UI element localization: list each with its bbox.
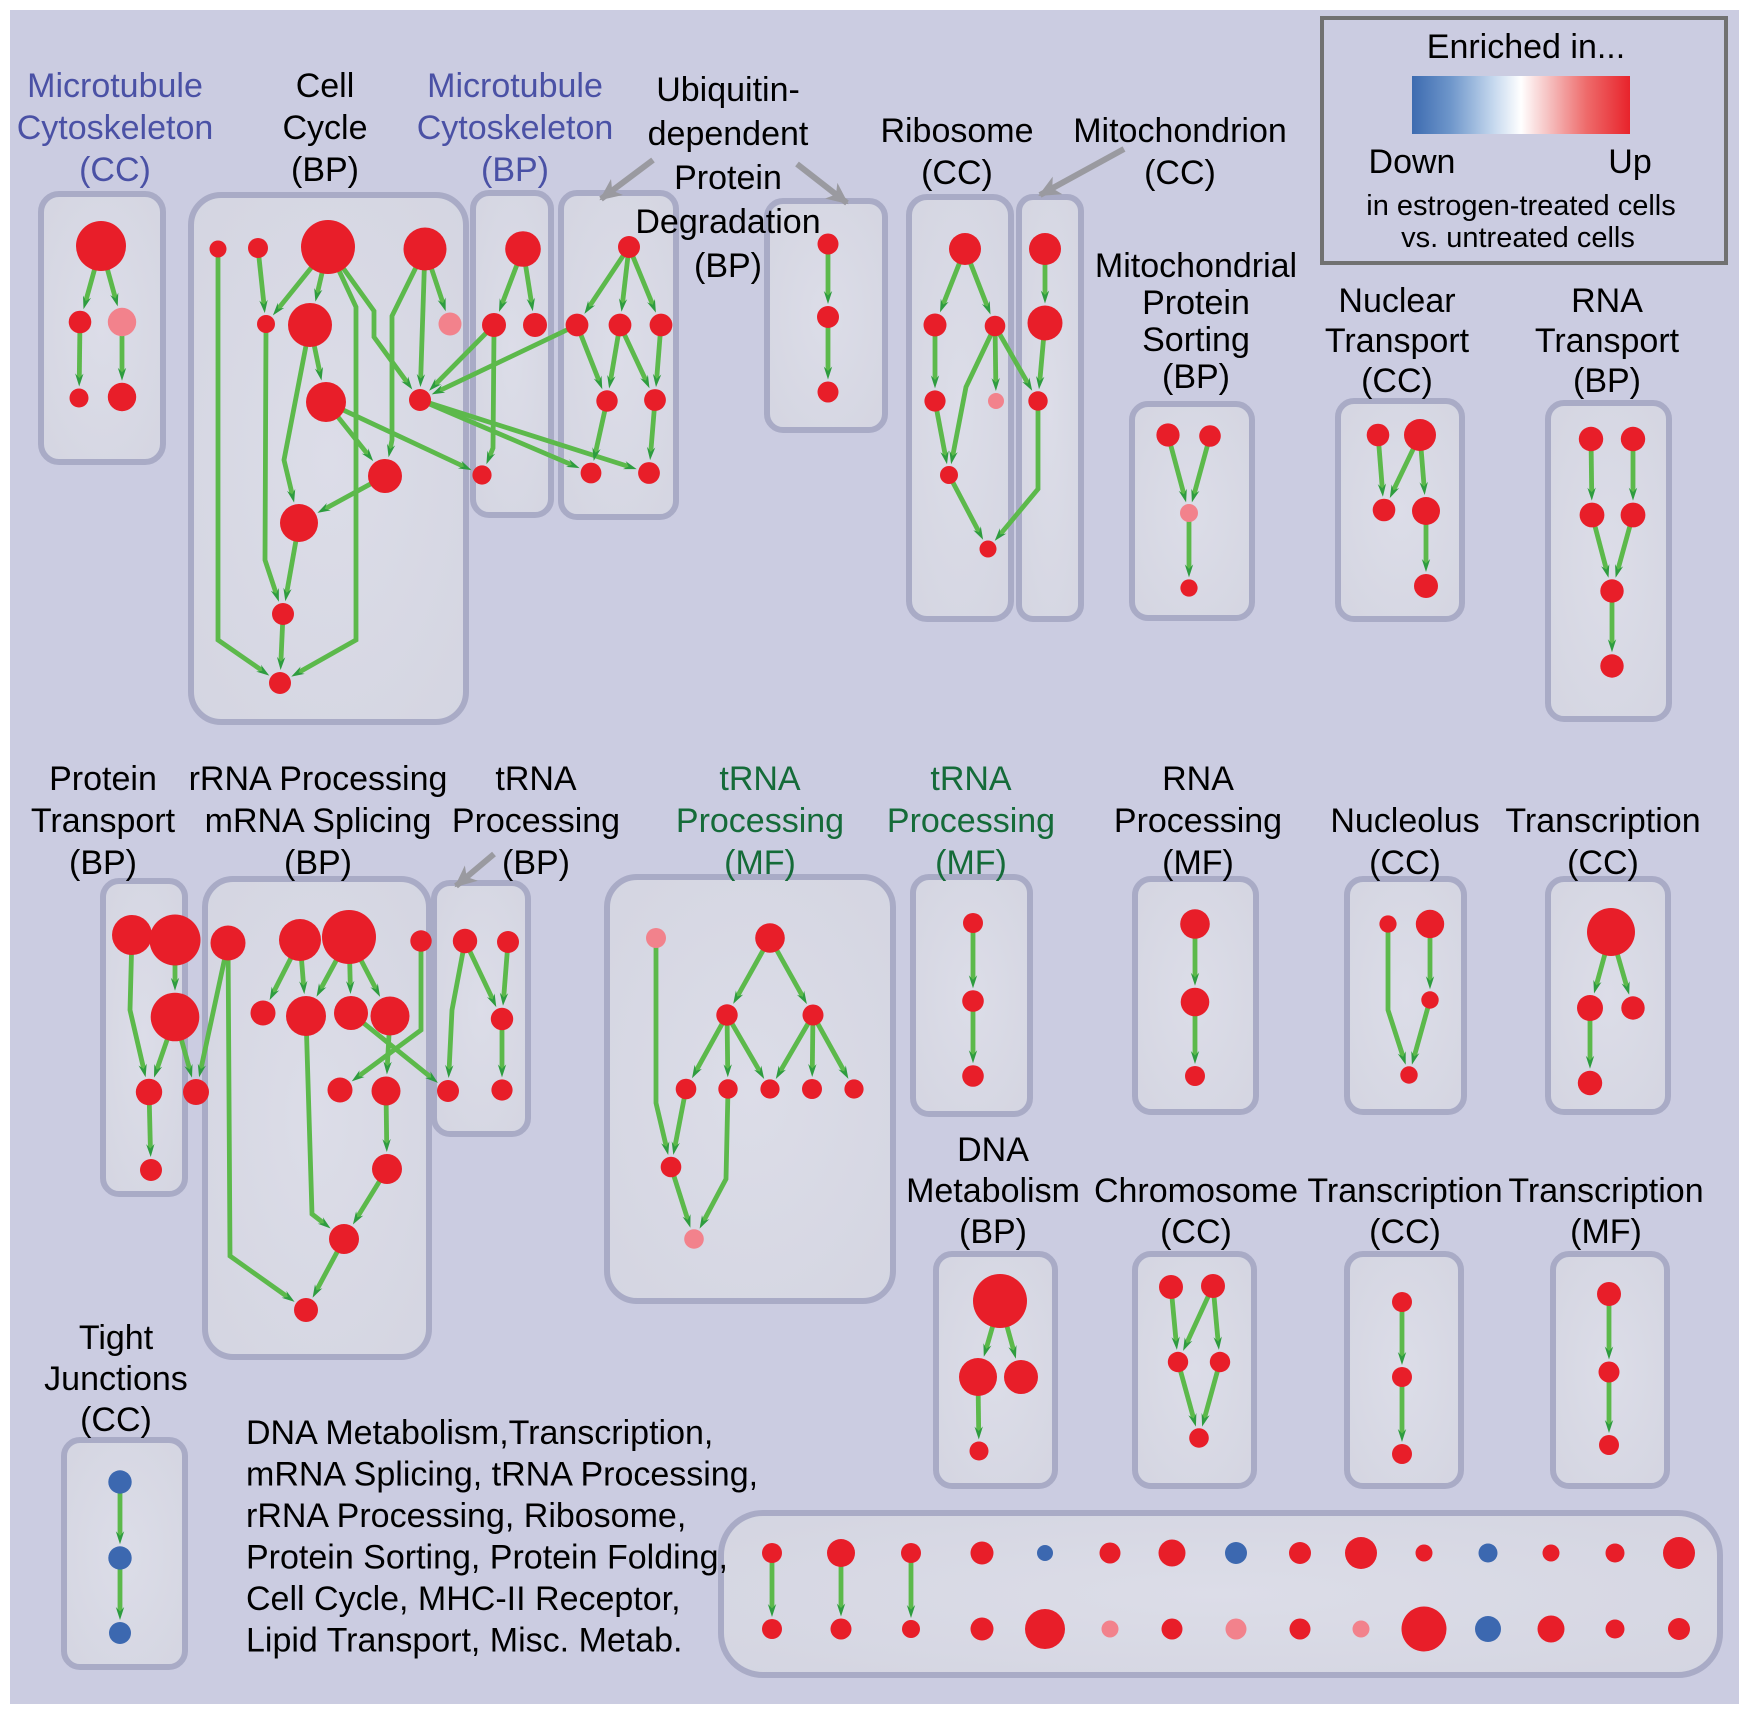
svg-text:(CC): (CC) [921,154,993,192]
svg-text:RNA: RNA [1571,282,1643,320]
svg-text:Up: Up [1608,143,1651,181]
svg-text:Protein Sorting, Protein Foldi: Protein Sorting, Protein Folding, [246,1539,728,1577]
svg-text:(CC): (CC) [1361,362,1433,400]
svg-text:(BP): (BP) [959,1213,1027,1251]
svg-text:(MF): (MF) [935,844,1007,882]
svg-text:Processing: Processing [452,802,620,840]
svg-text:Enriched in...: Enriched in... [1427,28,1625,66]
svg-text:rRNA Processing: rRNA Processing [189,760,448,798]
svg-text:Protein: Protein [674,159,782,197]
svg-text:Mitochondrion: Mitochondrion [1073,112,1287,150]
svg-text:(BP): (BP) [694,247,762,285]
svg-text:(BP): (BP) [1162,358,1230,396]
svg-text:in estrogen-treated cells: in estrogen-treated cells [1366,190,1676,222]
svg-text:tRNA: tRNA [930,760,1012,798]
svg-text:Cycle: Cycle [282,109,367,147]
svg-text:Microtubule: Microtubule [427,67,603,105]
svg-text:Processing: Processing [676,802,844,840]
svg-text:Nuclear: Nuclear [1338,282,1455,320]
svg-text:dependent: dependent [648,115,809,153]
svg-text:(MF): (MF) [1162,844,1234,882]
svg-text:Mitochondrial: Mitochondrial [1095,247,1297,285]
svg-text:Nucleolus: Nucleolus [1330,802,1479,840]
svg-text:tRNA: tRNA [495,760,577,798]
svg-text:(CC): (CC) [80,1401,152,1439]
svg-text:Transport: Transport [1535,322,1680,360]
svg-text:(BP): (BP) [284,844,352,882]
svg-text:DNA: DNA [957,1131,1029,1169]
svg-text:(CC): (CC) [1369,1213,1441,1251]
svg-text:Junctions: Junctions [44,1360,188,1398]
svg-text:Down: Down [1369,143,1456,181]
svg-text:Processing: Processing [1114,802,1282,840]
svg-text:(MF): (MF) [1570,1213,1642,1251]
svg-text:Cytoskeleton: Cytoskeleton [417,109,614,147]
svg-text:(BP): (BP) [1573,362,1641,400]
svg-text:Microtubule: Microtubule [27,67,203,105]
svg-text:(BP): (BP) [69,844,137,882]
svg-text:(BP): (BP) [502,844,570,882]
svg-text:RNA: RNA [1162,760,1234,798]
svg-text:Tight: Tight [79,1319,154,1357]
svg-text:(BP): (BP) [291,151,359,189]
svg-text:(CC): (CC) [1144,154,1216,192]
svg-text:Sorting: Sorting [1142,321,1250,359]
svg-text:Cell: Cell [296,67,355,105]
svg-text:Transcription: Transcription [1307,1172,1502,1210]
svg-text:vs. untreated cells: vs. untreated cells [1401,222,1635,254]
svg-text:Metabolism: Metabolism [906,1172,1080,1210]
svg-text:Cytoskeleton: Cytoskeleton [17,109,214,147]
svg-text:Degradation: Degradation [635,203,820,241]
svg-text:Transcription: Transcription [1508,1172,1703,1210]
svg-text:Protein: Protein [49,760,157,798]
svg-text:Transcription: Transcription [1505,802,1700,840]
svg-text:Lipid Transport, Misc. Metab.: Lipid Transport, Misc. Metab. [246,1622,683,1660]
svg-text:tRNA: tRNA [719,760,801,798]
svg-text:(CC): (CC) [1567,844,1639,882]
svg-text:Protein: Protein [1142,284,1250,322]
svg-text:Cell Cycle, MHC-II Receptor,: Cell Cycle, MHC-II Receptor, [246,1580,681,1618]
svg-text:mRNA Splicing: mRNA Splicing [205,802,432,840]
svg-text:(CC): (CC) [1369,844,1441,882]
svg-text:(MF): (MF) [724,844,796,882]
svg-text:Processing: Processing [887,802,1055,840]
svg-text:Transport: Transport [1325,322,1470,360]
svg-text:(BP): (BP) [481,151,549,189]
svg-text:Transport: Transport [31,802,176,840]
svg-text:DNA Metabolism,Transcription,: DNA Metabolism,Transcription, [246,1414,713,1452]
svg-text:mRNA Splicing, tRNA Processing: mRNA Splicing, tRNA Processing, [246,1456,758,1494]
svg-text:(CC): (CC) [79,151,151,189]
svg-text:rRNA Processing, Ribosome,: rRNA Processing, Ribosome, [246,1497,686,1535]
svg-text:Ribosome: Ribosome [880,112,1033,150]
svg-text:(CC): (CC) [1160,1213,1232,1251]
svg-text:Chromosome: Chromosome [1094,1172,1298,1210]
svg-text:Ubiquitin-: Ubiquitin- [656,71,800,109]
